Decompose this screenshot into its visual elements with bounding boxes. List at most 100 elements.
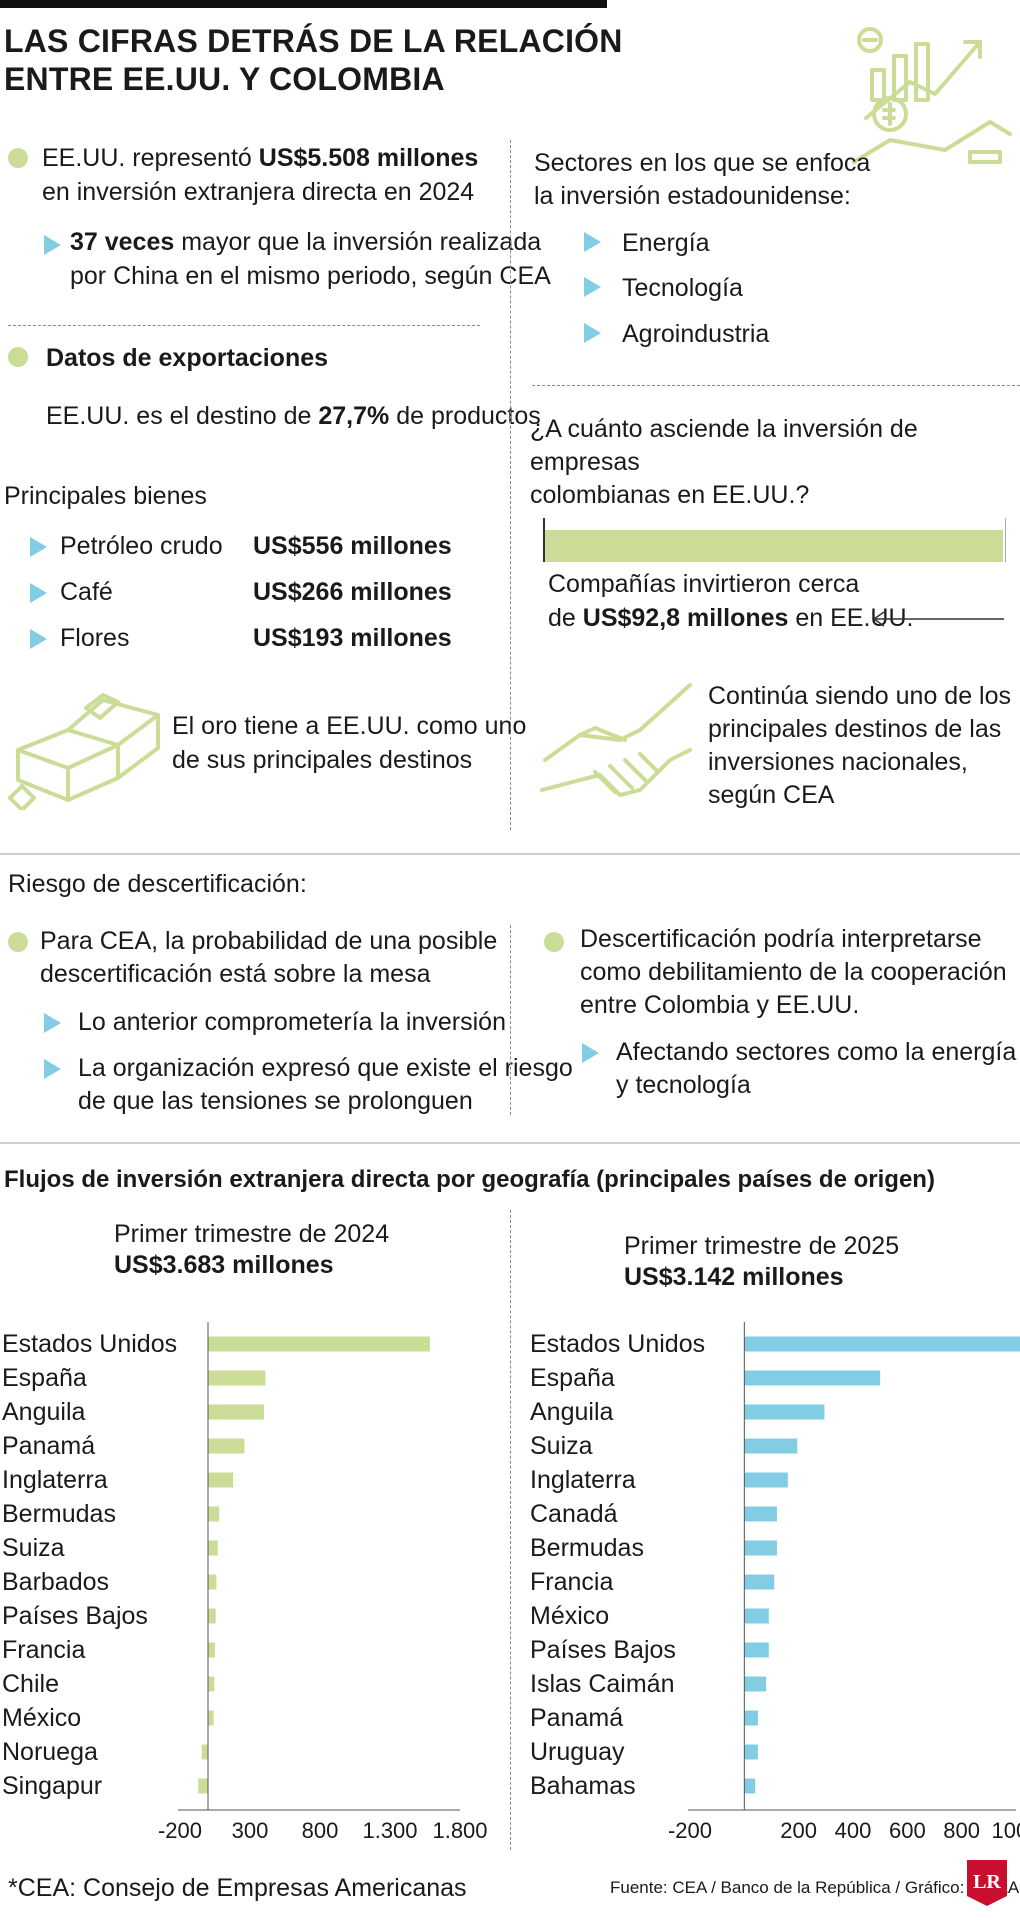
bar-2025 <box>744 1404 825 1420</box>
riesgo-right-text: Descertificación podría interpretarse co… <box>580 925 1007 1019</box>
bullet-triangle <box>582 1043 599 1063</box>
bar-2024 <box>208 1608 216 1624</box>
bar-2024 <box>208 1404 264 1420</box>
bar-2025 <box>744 1744 758 1760</box>
chart-2025-categories: Estados Unidos España Anguila Suiza Inglater… <box>530 1327 705 1803</box>
category-label: España <box>2 1364 87 1392</box>
x-tick-label: 800 <box>302 1818 339 1843</box>
sectores-heading: Sectores en los que se enfoca la inversi… <box>534 149 871 210</box>
bullet-dot <box>544 932 564 952</box>
inversion-line2: en inversión extranjera directa en 2024 <box>42 178 475 206</box>
bar-2024 <box>208 1438 245 1454</box>
bar-2024 <box>208 1336 430 1352</box>
category-label: Noruega <box>2 1738 98 1766</box>
bien-name: Petróleo crudo <box>60 532 223 560</box>
lr-logo: LR <box>967 1860 1007 1906</box>
category-label: Países Bajos <box>2 1602 148 1630</box>
bar-2025 <box>744 1608 769 1624</box>
gold-bars-icon <box>8 693 160 810</box>
oro-line1: El oro tiene a EE.UU. como uno <box>172 712 527 740</box>
bar-2024 <box>208 1710 214 1726</box>
category-label: Panamá <box>530 1704 624 1732</box>
bar-2025 <box>744 1540 777 1556</box>
bullet-dot <box>8 347 28 367</box>
category-label: Estados Unidos <box>530 1330 706 1358</box>
bar-2025 <box>744 1574 775 1590</box>
x-tick-label: 800 <box>943 1818 980 1843</box>
category-label: Panamá <box>2 1432 96 1460</box>
category-label: Suiza <box>2 1534 65 1562</box>
bien-value: US$193 millones <box>253 624 452 652</box>
category-label: Inglaterra <box>530 1466 636 1494</box>
bar-2025 <box>744 1472 788 1488</box>
bullet-triangle <box>30 583 47 603</box>
riesgo-left-text: Para CEA, la probabilidad de una posible… <box>40 927 498 988</box>
category-label: Bahamas <box>530 1772 636 1800</box>
category-label: Barbados <box>2 1568 110 1596</box>
bullet-triangle <box>44 235 61 255</box>
bar-2025 <box>744 1778 756 1794</box>
cea-footnote: *CEA: Consejo de Empresas Americanas <box>8 1874 467 1902</box>
category-label: México <box>2 1704 82 1732</box>
column-divider <box>510 140 511 830</box>
bien-name: Flores <box>60 624 130 652</box>
bar-2024 <box>208 1574 217 1590</box>
arrow-left-icon <box>872 611 1004 627</box>
category-label: Bermudas <box>2 1500 116 1528</box>
bullet-triangle <box>584 323 601 343</box>
section-rule <box>0 853 1020 855</box>
category-label: Islas Caimán <box>530 1670 675 1698</box>
page-title: LAS CIFRAS DETRÁS DE LA RELACIÓN ENTRE E… <box>4 23 623 97</box>
riesgo-right-sub: Afectando sectores como la energía y tec… <box>616 1038 1017 1099</box>
empresas-line2: de US$92,8 millones en EE.UU. <box>548 604 914 632</box>
sector-item: Tecnología <box>622 274 743 302</box>
riesgo-heading: Riesgo de descertificación: <box>8 870 307 898</box>
bienes-heading: Principales bienes <box>4 482 207 510</box>
bar-2025 <box>744 1336 1020 1352</box>
china-comparison-line2: por China en el mismo periodo, según CEA <box>70 262 551 290</box>
bullet-triangle <box>30 537 47 557</box>
x-tick-label: 1.300 <box>362 1818 417 1843</box>
x-tick-label: 200 <box>780 1818 817 1843</box>
chart-2024-title: Primer trimestre de 2024 <box>114 1220 390 1248</box>
empresas-line1: Compañías invirtieron cerca <box>548 570 860 598</box>
category-label: Anguila <box>530 1398 614 1426</box>
section-rule <box>0 1142 1020 1144</box>
chart-2024-subtitle: US$3.683 millones <box>114 1251 334 1279</box>
bar-2025 <box>744 1438 798 1454</box>
empresas-question: ¿A cuánto asciende la inversión de empre… <box>530 415 918 509</box>
category-label: Suiza <box>530 1432 593 1460</box>
destino-text: Continúa siendo uno de los principales d… <box>708 682 1012 809</box>
riesgo-left-sub1: Lo anterior comprometería la inversión <box>78 1008 506 1036</box>
source-credit: Fuente: CEA / Banco de la República / Gr… <box>610 1878 1020 1897</box>
x-tick-label: 1.800 <box>432 1818 487 1843</box>
empresas-bar-frame <box>543 518 1006 562</box>
sector-item: Agroindustria <box>622 320 770 348</box>
growth-chart-icon <box>852 27 1012 164</box>
category-label: Chile <box>2 1670 59 1698</box>
bullet-dot <box>8 932 28 952</box>
column-divider <box>510 925 511 1115</box>
bar-2024 <box>201 1744 208 1760</box>
exportaciones-line: EE.UU. es el destino de 27,7% de product… <box>46 402 541 430</box>
flujos-heading: Flujos de inversión extranjera directa p… <box>4 1166 935 1193</box>
category-label: Francia <box>2 1636 86 1664</box>
x-tick-label: 600 <box>889 1818 926 1843</box>
inversion-line1: EE.UU. representó US$5.508 millones <box>42 144 479 172</box>
bullet-triangle <box>44 1059 61 1079</box>
category-label: México <box>530 1602 610 1630</box>
bullet-triangle <box>584 232 601 252</box>
top-rule <box>0 0 607 8</box>
bar-2024 <box>208 1642 215 1658</box>
bar-2024 <box>208 1676 215 1692</box>
x-tick-label: -200 <box>668 1818 712 1843</box>
divider <box>532 385 1020 386</box>
bar-2025 <box>744 1642 769 1658</box>
category-label: Bermudas <box>530 1534 644 1562</box>
bar-2025 <box>744 1676 767 1692</box>
bar-2024 <box>208 1370 266 1386</box>
bar-2024 <box>208 1540 218 1556</box>
bar-2025 <box>744 1506 777 1522</box>
china-comparison: 37 veces mayor que la inversión realizad… <box>70 228 542 256</box>
